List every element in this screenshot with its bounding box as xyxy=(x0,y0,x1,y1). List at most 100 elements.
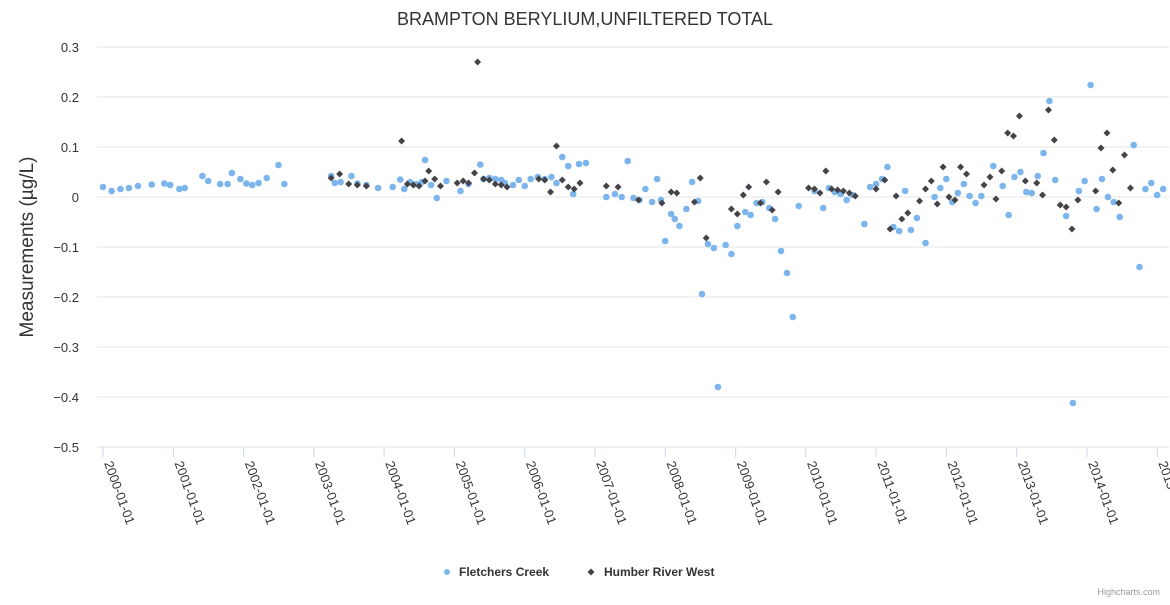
data-point-circle[interactable] xyxy=(630,194,637,202)
data-point-circle[interactable] xyxy=(491,175,499,183)
data-point-diamond[interactable] xyxy=(945,193,953,201)
data-point-circle[interactable] xyxy=(777,247,785,255)
data-point-diamond[interactable] xyxy=(471,169,479,177)
data-point-diamond[interactable] xyxy=(828,185,836,193)
data-point-circle[interactable] xyxy=(575,160,583,168)
data-point-circle[interactable] xyxy=(1023,188,1030,196)
data-point-diamond[interactable] xyxy=(927,177,935,185)
data-point-circle[interactable] xyxy=(1062,212,1070,220)
data-point-circle[interactable] xyxy=(960,180,968,188)
data-point-diamond[interactable] xyxy=(1004,129,1012,137)
data-point-circle[interactable] xyxy=(722,241,729,249)
data-point-diamond[interactable] xyxy=(403,180,411,188)
data-point-diamond[interactable] xyxy=(552,142,560,150)
data-point-diamond[interactable] xyxy=(739,191,747,199)
data-point-circle[interactable] xyxy=(819,204,827,212)
data-point-circle[interactable] xyxy=(683,205,690,213)
data-point-circle[interactable] xyxy=(553,179,560,187)
data-point-circle[interactable] xyxy=(1051,176,1059,184)
credits-link[interactable]: Highcharts.com xyxy=(1097,587,1160,597)
data-point-circle[interactable] xyxy=(396,176,404,183)
data-point-circle[interactable] xyxy=(161,180,168,187)
data-point-diamond[interactable] xyxy=(762,178,770,186)
data-point-circle[interactable] xyxy=(937,184,944,192)
data-point-diamond[interactable] xyxy=(1109,166,1117,174)
data-point-diamond[interactable] xyxy=(980,181,988,189)
data-point-diamond[interactable] xyxy=(558,176,566,184)
data-point-diamond[interactable] xyxy=(415,182,423,190)
data-point-diamond[interactable] xyxy=(951,196,959,204)
data-point-circle[interactable] xyxy=(275,161,282,169)
data-point-circle[interactable] xyxy=(1069,399,1077,407)
data-point-diamond[interactable] xyxy=(465,179,473,187)
data-point-diamond[interactable] xyxy=(690,198,698,206)
data-point-circle[interactable] xyxy=(954,189,962,197)
data-point-circle[interactable] xyxy=(611,190,619,198)
data-point-diamond[interactable] xyxy=(1015,112,1023,120)
data-point-circle[interactable] xyxy=(1075,187,1083,195)
data-point-circle[interactable] xyxy=(1017,168,1024,176)
data-point-circle[interactable] xyxy=(907,226,915,234)
data-point-diamond[interactable] xyxy=(745,183,753,191)
data-point-diamond[interactable] xyxy=(963,170,971,178)
data-point-circle[interactable] xyxy=(228,169,236,177)
data-point-circle[interactable] xyxy=(243,180,250,187)
data-point-circle[interactable] xyxy=(1093,205,1100,213)
data-point-diamond[interactable] xyxy=(327,174,335,182)
data-point-circle[interactable] xyxy=(558,153,566,161)
data-point-circle[interactable] xyxy=(263,174,271,182)
data-point-diamond[interactable] xyxy=(658,199,666,207)
data-point-circle[interactable] xyxy=(676,222,683,230)
data-point-circle[interactable] xyxy=(931,193,938,201)
data-point-diamond[interactable] xyxy=(1039,191,1047,199)
data-point-circle[interactable] xyxy=(734,222,741,230)
data-point-diamond[interactable] xyxy=(421,177,429,185)
data-point-diamond[interactable] xyxy=(992,195,1000,203)
data-point-circle[interactable] xyxy=(281,180,288,188)
data-point-circle[interactable] xyxy=(99,183,107,191)
data-point-diamond[interactable] xyxy=(1103,129,1111,137)
data-point-diamond[interactable] xyxy=(535,175,543,183)
data-point-diamond[interactable] xyxy=(957,163,965,171)
data-point-diamond[interactable] xyxy=(436,182,444,190)
data-point-diamond[interactable] xyxy=(986,173,994,181)
data-point-circle[interactable] xyxy=(1142,185,1149,193)
data-point-circle[interactable] xyxy=(237,175,244,183)
data-point-diamond[interactable] xyxy=(811,185,819,193)
data-point-diamond[interactable] xyxy=(459,177,467,185)
data-point-diamond[interactable] xyxy=(756,199,764,207)
data-point-diamond[interactable] xyxy=(916,197,924,205)
data-point-circle[interactable] xyxy=(624,157,631,165)
data-point-diamond[interactable] xyxy=(892,192,900,200)
data-point-diamond[interactable] xyxy=(547,188,555,196)
data-point-diamond[interactable] xyxy=(1056,201,1064,209)
data-point-diamond[interactable] xyxy=(673,189,681,197)
data-point-circle[interactable] xyxy=(661,237,669,245)
data-point-diamond[interactable] xyxy=(425,167,433,175)
data-point-circle[interactable] xyxy=(922,239,929,247)
data-point-diamond[interactable] xyxy=(805,184,813,192)
data-point-diamond[interactable] xyxy=(491,180,499,188)
data-point-circle[interactable] xyxy=(795,202,803,210)
data-point-circle[interactable] xyxy=(181,184,189,192)
data-point-circle[interactable] xyxy=(999,182,1006,190)
data-point-diamond[interactable] xyxy=(1062,203,1070,211)
data-point-circle[interactable] xyxy=(176,185,183,193)
data-point-circle[interactable] xyxy=(1046,97,1053,105)
data-point-diamond[interactable] xyxy=(614,183,622,191)
data-point-circle[interactable] xyxy=(671,215,679,223)
data-point-circle[interactable] xyxy=(515,176,523,184)
data-point-circle[interactable] xyxy=(117,185,124,193)
data-point-circle[interactable] xyxy=(389,183,397,191)
data-point-diamond[interactable] xyxy=(1033,179,1041,187)
data-point-circle[interactable] xyxy=(866,183,874,191)
data-point-diamond[interactable] xyxy=(886,225,894,233)
data-point-circle[interactable] xyxy=(433,194,441,202)
data-point-diamond[interactable] xyxy=(1115,199,1123,207)
data-point-diamond[interactable] xyxy=(998,167,1006,175)
data-point-circle[interactable] xyxy=(1098,175,1106,183)
data-point-diamond[interactable] xyxy=(774,188,782,196)
data-point-diamond[interactable] xyxy=(602,182,610,190)
data-point-diamond[interactable] xyxy=(696,174,704,182)
data-point-circle[interactable] xyxy=(1081,177,1088,185)
